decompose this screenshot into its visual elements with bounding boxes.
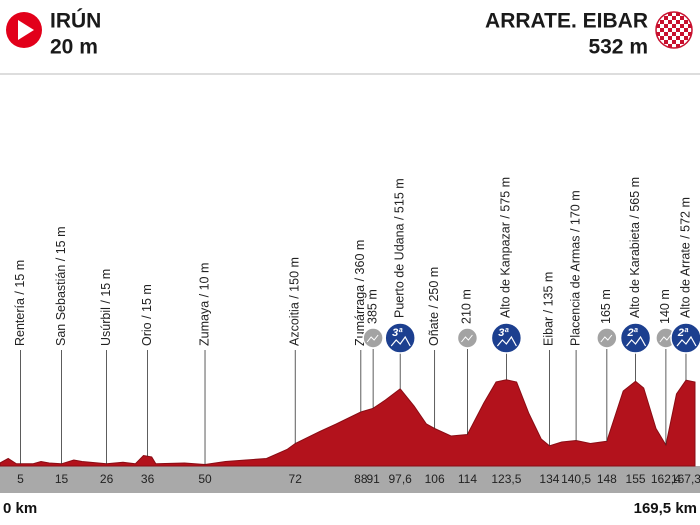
waypoint-label: Placencia de Armas / 170 m: [568, 190, 582, 346]
climb-glyph: [626, 335, 647, 347]
waypoint-label: 210 m: [460, 289, 474, 324]
climb-category: 2ª: [677, 327, 689, 339]
climb-category: 2ª: [626, 327, 638, 339]
waypoint-label: Oñate / 250 m: [427, 267, 441, 346]
x-tick-label: 97,6: [389, 472, 413, 486]
waypoint-label: San Sebastián / 15 m: [54, 226, 68, 346]
waypoint-label: Alto de Arrate / 572 m: [678, 197, 692, 318]
waypoint-label: Zumárraga / 360 m: [353, 240, 367, 346]
finish-altitude: 532 m: [588, 36, 648, 59]
waypoint-label: 385 m: [365, 289, 379, 324]
waypoint-label: Orio / 15 m: [140, 284, 154, 346]
x-tick-label: 36: [141, 472, 155, 486]
waypoint-label: Alto de Kanpazar / 575 m: [499, 177, 513, 318]
waypoint-label: Rentería / 15 m: [13, 260, 27, 346]
waypoint-label: Puerto de Udana / 515 m: [392, 178, 406, 318]
icon-glyph: [366, 334, 379, 343]
x-tick-label: 50: [198, 472, 212, 486]
climb-icon: [619, 322, 652, 354]
climb-icon: [456, 327, 479, 349]
waypoint-label: Alto de Karabieta / 565 m: [628, 177, 642, 318]
waypoint-label: 140 m: [658, 289, 672, 324]
x-tick-label: 123,5: [491, 472, 521, 486]
x-tick-label: 72: [289, 472, 303, 486]
start-altitude: 20 m: [50, 36, 98, 59]
x-tick-label: 134: [539, 472, 559, 486]
climb-icon: [384, 322, 416, 354]
waypoint-label: Eibar / 135 m: [542, 272, 556, 346]
waypoint-label: Azcoitia / 150 m: [288, 257, 302, 346]
x-tick-label: 88: [354, 472, 368, 486]
x-tick-label: 26: [100, 472, 114, 486]
start-name: IRÚN: [50, 9, 101, 33]
icon-glyph: [461, 334, 473, 343]
end-km: 169,5 km: [634, 500, 697, 517]
x-tick-label: 140,5: [561, 472, 591, 486]
icon-glyph: [659, 334, 672, 343]
x-tick-label: 155: [626, 472, 646, 486]
climb-category: 3ª: [498, 327, 509, 339]
climb-category: 3ª: [392, 327, 403, 339]
start-km: 0 km: [3, 500, 37, 517]
x-tick-label: 148: [597, 472, 617, 486]
km-band: [0, 466, 700, 493]
waypoint-label: 165 m: [599, 289, 613, 324]
start-arrow: [18, 20, 34, 40]
climb-glyph: [390, 335, 411, 347]
climb-glyph: [676, 335, 697, 347]
x-tick-label: 114: [458, 472, 477, 486]
climb-glyph: [496, 335, 517, 347]
climb-icon: [596, 327, 618, 349]
finish-icon: [655, 11, 693, 49]
x-tick-label: 15: [55, 472, 69, 486]
x-tick-label: 91: [366, 472, 380, 486]
x-tick-label: 167,3: [671, 472, 700, 486]
waypoint-label: Zumaya / 10 m: [197, 263, 211, 346]
x-tick-label: 5: [17, 472, 24, 486]
waypoint-label: Usúrbil / 15 m: [99, 269, 113, 346]
finish-name: ARRATE. EIBAR: [485, 10, 648, 33]
x-tick-label: 106: [425, 472, 445, 486]
x-tick-label: 162,4: [651, 472, 681, 486]
icon-glyph: [600, 334, 613, 343]
climb-icon: [362, 327, 384, 349]
climb-icon: [670, 322, 700, 354]
climb-icon: [490, 322, 523, 354]
profile-area: [0, 379, 696, 467]
